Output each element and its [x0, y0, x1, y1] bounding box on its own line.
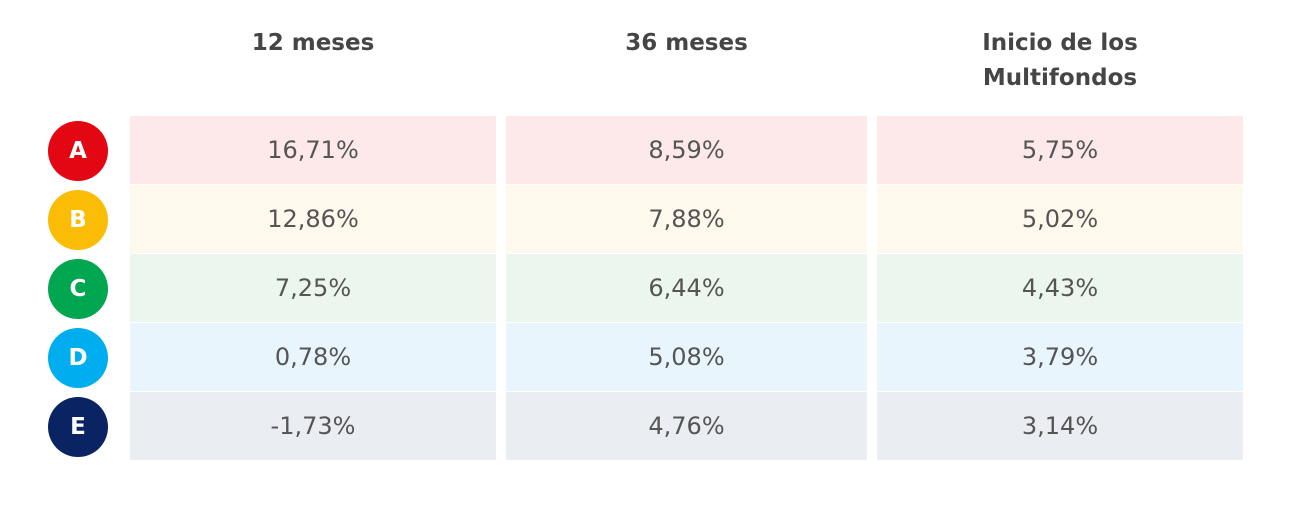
return-cell: 3,79%: [877, 323, 1243, 391]
return-cell: 5,75%: [877, 116, 1243, 184]
return-cell: 8,59%: [506, 116, 867, 184]
return-cell: -1,73%: [130, 392, 496, 460]
fund-badge: A: [48, 120, 108, 181]
fund-badge: D: [48, 327, 108, 388]
fund-badge: C: [48, 258, 108, 319]
fund-badge: B: [48, 189, 108, 250]
return-cell: 16,71%: [130, 116, 496, 184]
column-header: 36 meses: [625, 30, 748, 56]
return-cell: 5,08%: [506, 323, 867, 391]
return-cell: 4,43%: [877, 254, 1243, 322]
column-header: 12 meses: [251, 30, 375, 56]
return-cell: 5,02%: [877, 185, 1243, 253]
return-cell: 4,76%: [506, 392, 867, 460]
return-cell: 7,25%: [130, 254, 496, 322]
return-cell: 3,14%: [877, 392, 1243, 460]
return-cell: 0,78%: [130, 323, 496, 391]
column-header: Inicio de los Multifondos: [982, 30, 1138, 91]
fund-badge: E: [48, 396, 108, 457]
return-cell: 12,86%: [130, 185, 496, 253]
return-cell: 7,88%: [506, 185, 867, 253]
return-cell: 6,44%: [506, 254, 867, 322]
